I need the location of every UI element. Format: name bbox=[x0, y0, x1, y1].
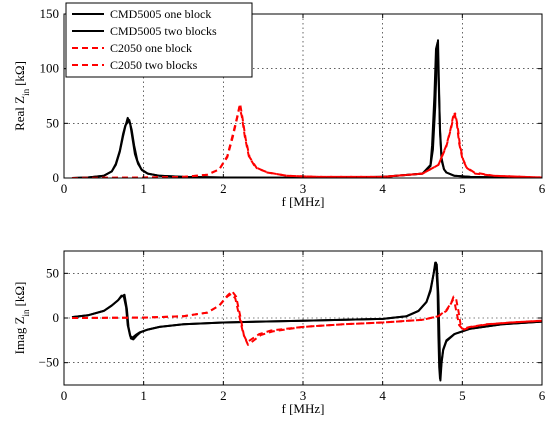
series-line-c2050-two-blocks bbox=[71, 290, 542, 346]
x-tick-label: 4 bbox=[379, 388, 386, 403]
x-tick-label: 5 bbox=[459, 388, 466, 403]
real-impedance-plot: 0 1 2 3 4 5 6 0 50 100 150 f [MHz] Real Zin[kΩ] CM… bbox=[12, 2, 546, 209]
legend-label: C2050 one block bbox=[110, 41, 192, 55]
x-tick-label: 3 bbox=[300, 181, 307, 196]
series-line-c2050-one-block bbox=[71, 292, 542, 344]
x-tick-label: 6 bbox=[539, 388, 546, 403]
y-tick-label: 50 bbox=[46, 265, 59, 280]
real-plot-y-label: Real Zin[kΩ] bbox=[12, 61, 31, 131]
imag-plot-y-label: Imag Zin[kΩ] bbox=[12, 282, 31, 355]
x-tick-label: 4 bbox=[379, 181, 386, 196]
legend-label: CMD5005 one block bbox=[110, 7, 211, 21]
y-tick-label: 0 bbox=[53, 310, 60, 325]
y-tick-label: 50 bbox=[46, 115, 59, 130]
x-tick-label: 5 bbox=[459, 181, 466, 196]
x-tick-label: 3 bbox=[300, 388, 307, 403]
imag-plot-x-label: f [MHz] bbox=[282, 401, 325, 416]
y-tick-label: −50 bbox=[39, 355, 59, 370]
x-tick-label: 2 bbox=[220, 388, 227, 403]
imag-impedance-plot: 0 1 2 3 4 5 6 −50 0 50 f [MHz] Imag Zin[kΩ] bbox=[12, 250, 546, 416]
x-tick-label: 0 bbox=[61, 181, 68, 196]
y-tick-label: 0 bbox=[53, 170, 60, 185]
x-tick-label: 6 bbox=[539, 181, 546, 196]
legend-label: C2050 two blocks bbox=[110, 58, 198, 72]
legend: CMD5005 one block CMD5005 two blocks C2050… bbox=[65, 2, 253, 78]
y-tick-label: 150 bbox=[40, 6, 60, 21]
x-tick-label: 0 bbox=[61, 388, 68, 403]
series-line-c2050-two-blocks bbox=[71, 102, 542, 178]
x-tick-label: 2 bbox=[220, 181, 227, 196]
y-tick-label: 100 bbox=[40, 61, 60, 76]
series-line-cmd5005-two-blocks bbox=[71, 261, 542, 382]
legend-label: CMD5005 two blocks bbox=[110, 24, 217, 38]
x-tick-label: 1 bbox=[140, 388, 147, 403]
real-plot-x-label: f [MHz] bbox=[282, 194, 325, 209]
series-line-c2050-one-block bbox=[71, 105, 542, 178]
x-tick-label: 1 bbox=[140, 181, 147, 196]
